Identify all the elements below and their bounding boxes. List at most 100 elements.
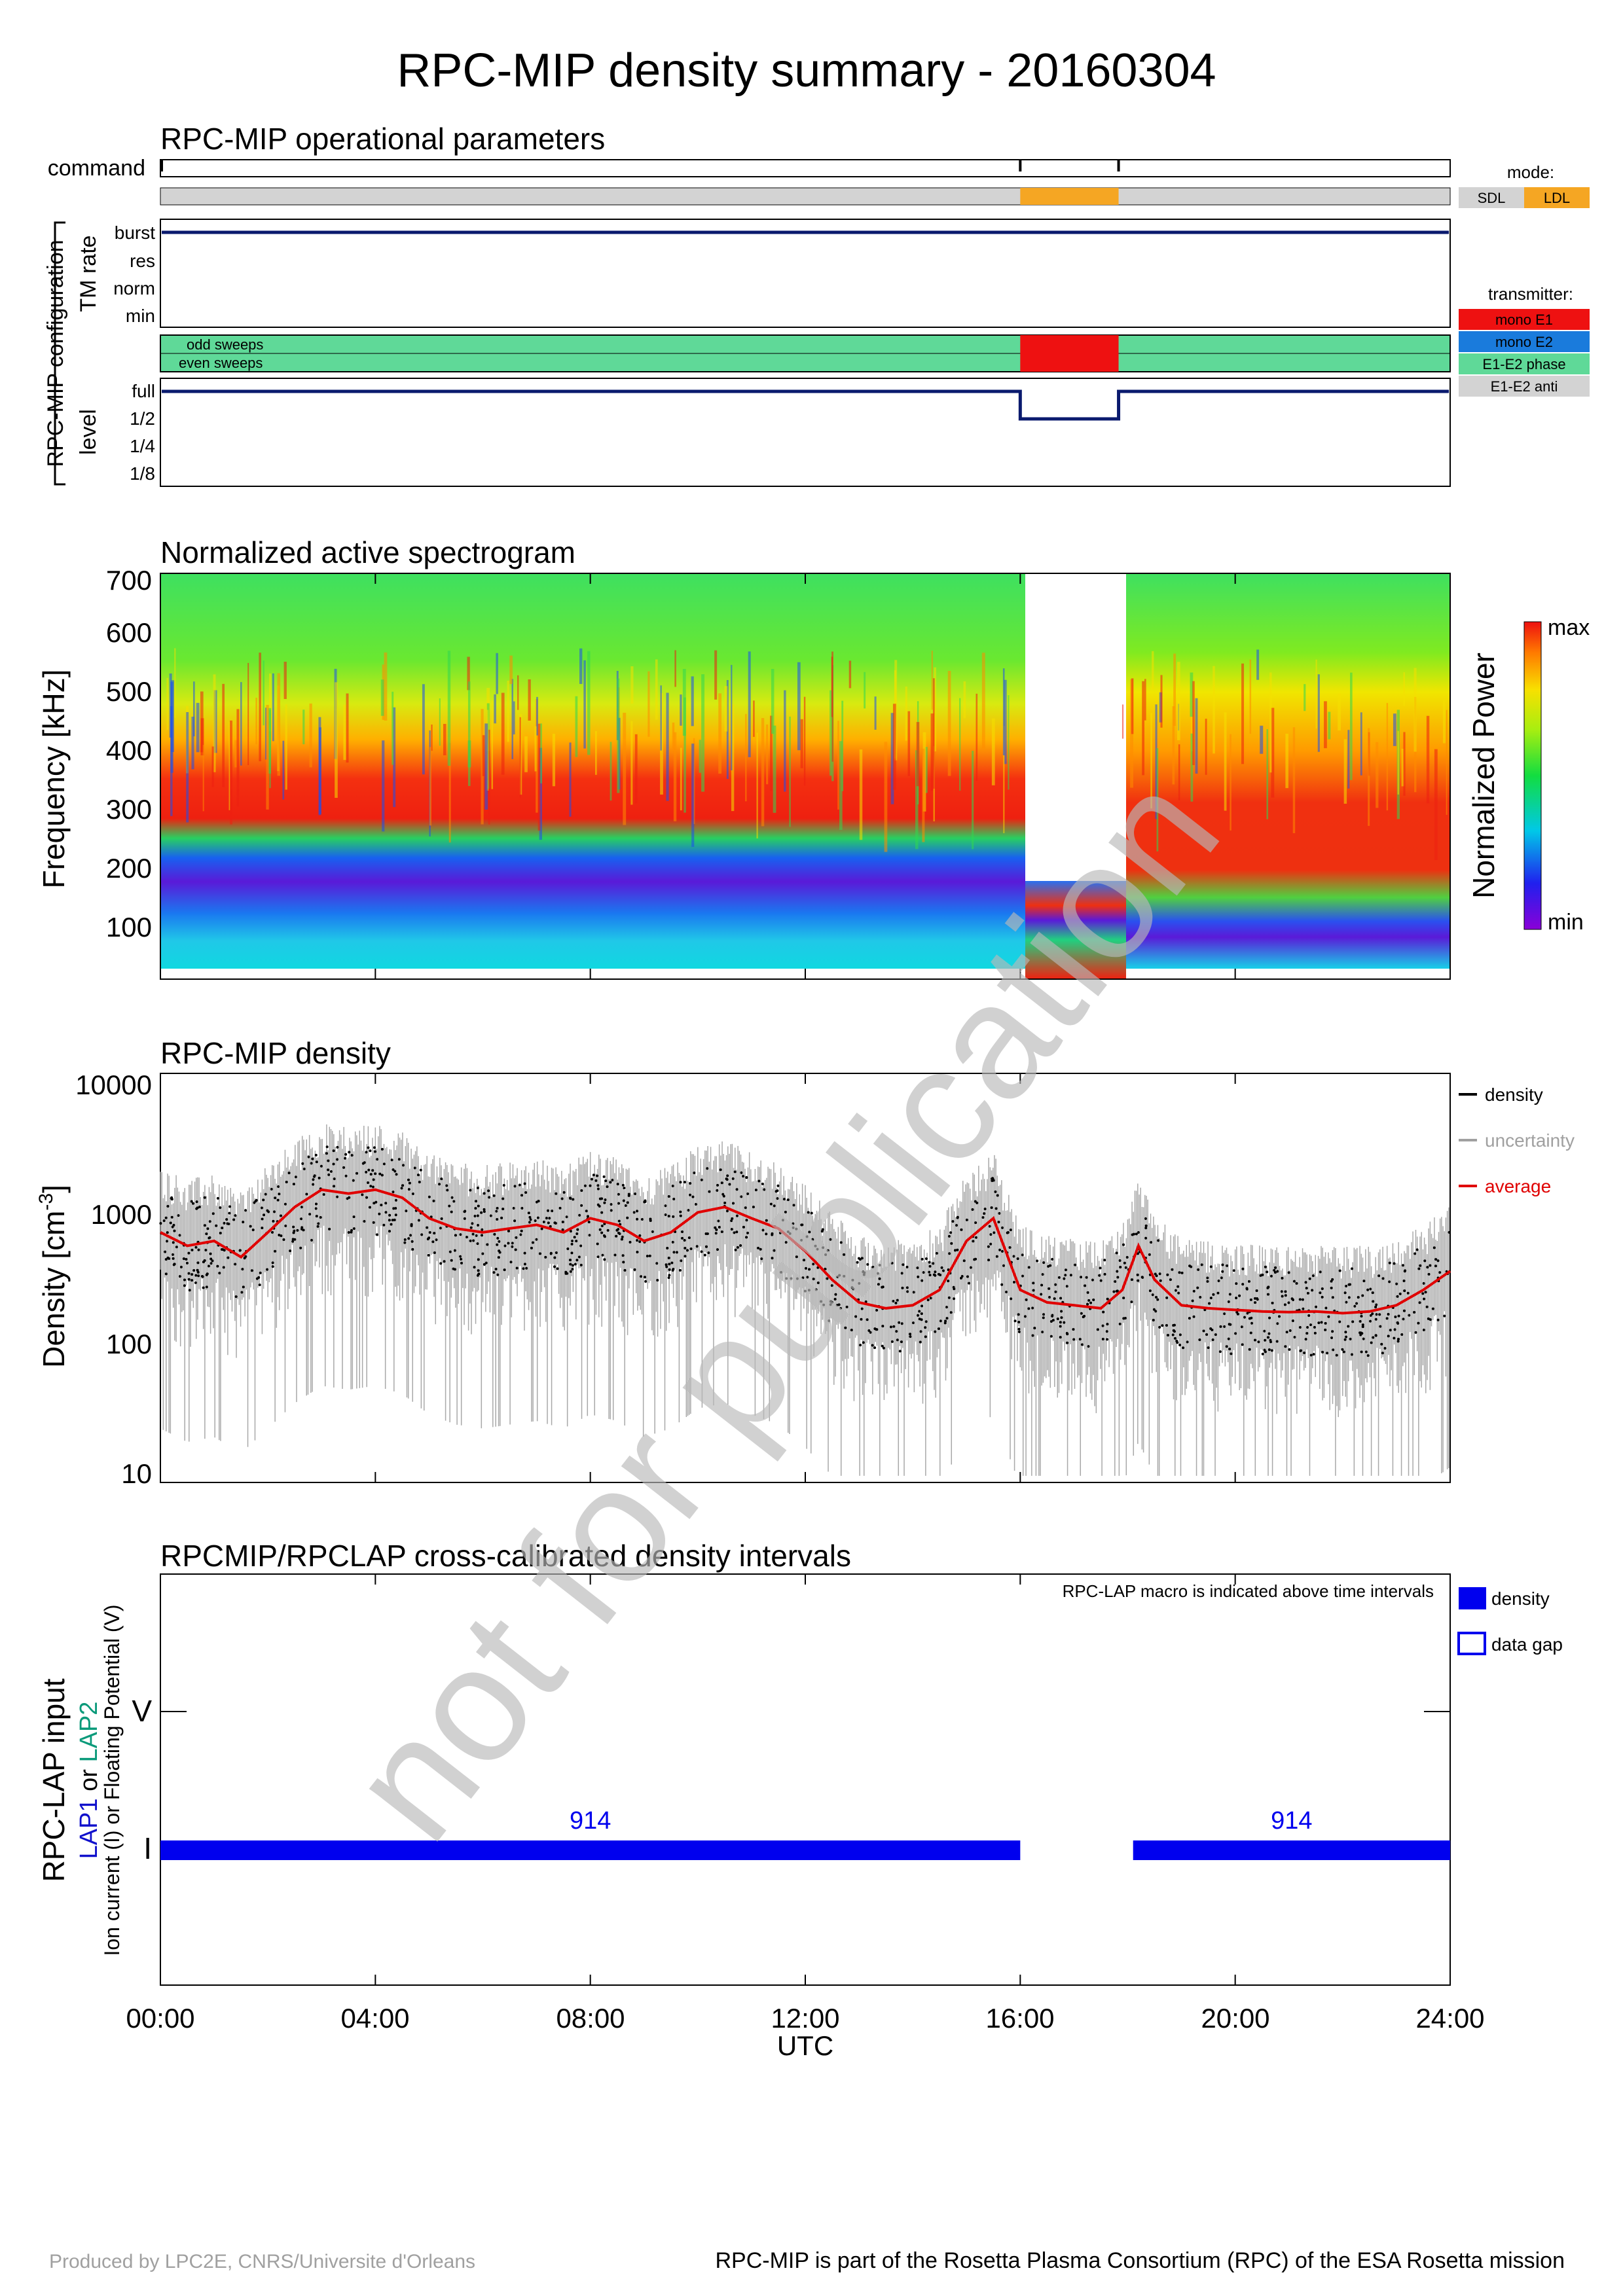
density-point [1263,1329,1266,1333]
density-point [182,1257,185,1261]
density-point [228,1211,231,1215]
density-point [1112,1290,1116,1293]
density-point [1304,1338,1307,1341]
density-point [826,1249,830,1252]
density-point [745,1219,748,1222]
density-point [939,1319,942,1323]
freq-tick-300: 300 [106,794,152,825]
density-point [953,1297,956,1300]
density-point [966,1275,969,1278]
density-point [1182,1346,1185,1350]
density-point [547,1221,550,1225]
density-point [453,1249,456,1252]
density-point [1021,1274,1024,1278]
density-point [675,1251,678,1254]
density-point [988,1225,991,1228]
density-point [1366,1288,1370,1291]
density-point [780,1270,783,1274]
density-point [1243,1316,1246,1319]
density-point [820,1230,824,1233]
density-point [401,1164,405,1167]
density-point [481,1228,484,1231]
density-point [955,1224,958,1227]
density-point [965,1218,968,1221]
density-point [310,1162,313,1165]
density-point [520,1229,523,1232]
density-point [974,1221,977,1225]
density-point [483,1263,486,1266]
density-point [393,1218,396,1221]
density-point [715,1228,718,1231]
density-point [1116,1270,1119,1273]
density-point [483,1210,486,1213]
density-point [474,1207,477,1210]
density-point [736,1246,739,1249]
density-point [1192,1289,1195,1293]
density-point [683,1181,686,1184]
density-point [621,1235,624,1238]
density-point [1438,1271,1442,1274]
colorbar-min: min [1548,910,1584,935]
density-point [251,1229,255,1232]
density-point [890,1340,894,1343]
density-point [159,1222,162,1225]
density-point [1350,1353,1353,1356]
density-point [746,1231,750,1234]
density-point [824,1253,828,1257]
density-point [198,1205,201,1208]
density-point [769,1202,773,1206]
density-point [1158,1325,1161,1329]
density-point [731,1202,735,1205]
density-point [1280,1290,1283,1293]
density-point [519,1233,522,1236]
density-point [528,1221,531,1224]
density-point [1000,1283,1004,1286]
density-point [558,1206,562,1210]
density-point [367,1168,371,1172]
density-point [1321,1287,1324,1290]
density-point [1092,1298,1095,1301]
density-point [310,1238,313,1242]
density-point [561,1220,564,1223]
density-point [1234,1332,1237,1335]
density-point [361,1193,364,1196]
density-point [352,1227,356,1230]
density-point [1255,1289,1258,1293]
density-point [714,1232,718,1235]
density-point [801,1276,805,1280]
density-point [596,1255,600,1259]
density-point [600,1231,604,1234]
density-point [606,1229,610,1232]
density-point [530,1246,533,1249]
density-point [1144,1224,1148,1227]
density-point [1341,1348,1344,1351]
density-point [564,1270,568,1274]
density-point [1315,1305,1318,1308]
density-point [190,1200,193,1203]
density-point [171,1225,174,1229]
density-point [277,1185,280,1189]
density-point [486,1243,489,1246]
density-point [790,1277,793,1280]
density-point [348,1151,351,1154]
density-point [565,1215,568,1219]
density-point [1360,1315,1363,1318]
density-point [617,1193,620,1196]
density-point [380,1204,383,1207]
density-point [671,1184,674,1187]
density-point [681,1230,684,1234]
density-point [493,1232,496,1236]
density-point [579,1263,583,1266]
spectrogram-ylabel: Frequency [kHz] [37,670,71,889]
lap-legend-density: density [1491,1588,1550,1609]
density-point [313,1175,316,1178]
density-point [1135,1232,1138,1236]
density-point [1281,1295,1284,1298]
density-point [289,1249,292,1253]
density-point [668,1274,671,1277]
density-point [471,1222,474,1225]
density-point [476,1187,479,1190]
density-point [196,1268,199,1272]
density-point [416,1174,420,1177]
density-point [1331,1296,1334,1299]
